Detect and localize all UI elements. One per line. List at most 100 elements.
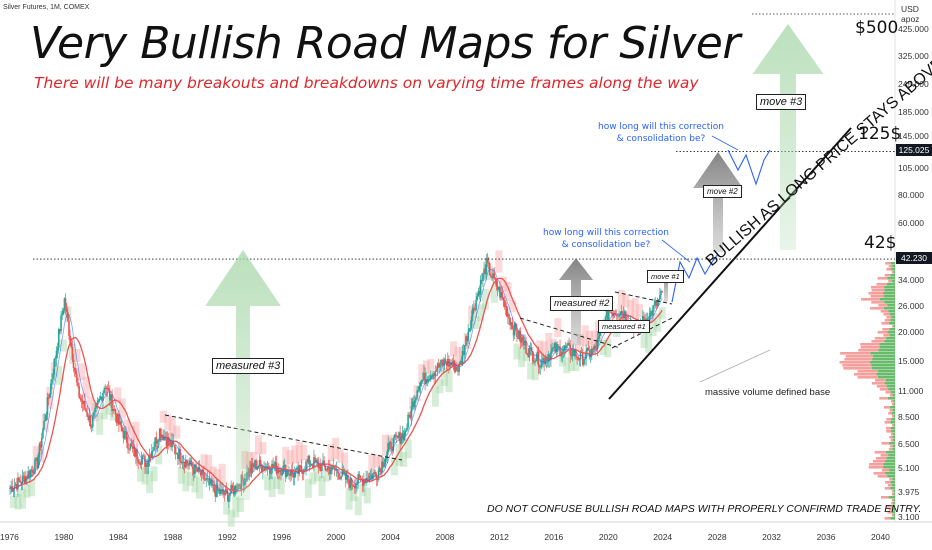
candle-body	[325, 469, 328, 471]
cloud-segment	[622, 294, 630, 308]
volume-profile-bar-buy	[891, 484, 895, 487]
candle-body	[18, 477, 20, 481]
cloud-segment	[440, 367, 448, 386]
candle-body	[131, 445, 134, 449]
candle-body	[381, 461, 383, 473]
volume-profile-bar-buy	[892, 508, 895, 511]
candle-body	[224, 489, 227, 495]
candle-body	[292, 473, 295, 478]
candle-body	[551, 348, 553, 352]
candle-body	[564, 345, 567, 349]
volume-profile-bar-buy	[890, 517, 895, 520]
x-tick-label: 1976	[0, 532, 19, 542]
cloud-segment	[55, 365, 63, 385]
candle-body	[228, 495, 230, 502]
cloud-segment	[78, 363, 86, 381]
cloud-segment	[295, 441, 303, 464]
candle-body	[372, 473, 374, 480]
candle-body	[175, 453, 178, 455]
move-3-arrow	[752, 24, 824, 250]
candle-body	[376, 478, 379, 480]
candle-body	[351, 485, 354, 487]
candle-body	[204, 479, 206, 481]
volume-profile-bar-buy	[870, 361, 895, 364]
candle-body	[510, 322, 513, 326]
candle-body	[487, 262, 490, 264]
candle-body	[467, 331, 469, 342]
cloud-segment	[164, 414, 172, 431]
y-tick-label: 105.000	[898, 162, 929, 173]
candle-body	[502, 297, 505, 301]
cloud-segment	[141, 466, 149, 485]
candle-body	[154, 437, 156, 447]
x-tick-label: 2016	[544, 532, 564, 542]
candle-body	[70, 342, 73, 347]
volume-profile-bar-buy	[870, 352, 895, 355]
candle-body	[42, 429, 44, 438]
candle-body	[43, 421, 45, 430]
y-tick-label: 11.000	[898, 386, 924, 397]
candle-body	[316, 459, 319, 462]
candle-body	[568, 342, 570, 345]
candle-body	[74, 370, 77, 375]
cloud-segment	[563, 357, 571, 374]
disclaimer: DO NOT CONFUSE BULLISH ROAD MAPS WITH PR…	[487, 503, 922, 515]
candle-body	[46, 397, 49, 415]
candle-body	[339, 478, 341, 480]
volume-profile-bar-sell	[869, 463, 884, 466]
candle-body	[135, 449, 137, 457]
downtrend-line	[164, 414, 403, 461]
volume-profile-bar-buy	[889, 334, 895, 337]
volume-profile-bar-buy	[893, 433, 895, 436]
triangle-upper-line	[519, 317, 621, 349]
volume-profile-bar-buy	[888, 442, 895, 445]
candle-body	[378, 468, 381, 471]
candle-body	[436, 363, 439, 372]
cloud-segment	[427, 358, 435, 376]
y-tick-label: 3.975	[898, 487, 920, 498]
candle-body	[395, 436, 398, 438]
volume-profile-bar-sell	[839, 361, 871, 364]
volume-profile-bar-sell	[857, 370, 879, 373]
candle-body	[150, 451, 153, 459]
candle-body	[259, 460, 262, 465]
candle-body	[336, 469, 339, 474]
volume-profile-bar-sell	[853, 373, 877, 376]
candle-body	[183, 461, 186, 468]
volume-profile-bar-sell	[860, 346, 880, 349]
y-tick-label: 425.000	[898, 24, 929, 35]
candle-body	[496, 287, 499, 290]
volume-profile-bar-buy	[892, 436, 895, 439]
moving-average-fast	[9, 268, 663, 495]
candle-body	[307, 456, 310, 463]
volume-profile-bar-buy	[889, 313, 895, 316]
candle-body	[309, 463, 312, 465]
candle-body	[515, 323, 517, 331]
cloud-segment	[567, 350, 575, 371]
y-tick-label: 245.000	[898, 78, 929, 89]
candle-body	[47, 397, 50, 399]
volume-profile-bar-sell	[881, 496, 889, 499]
candle-body	[60, 315, 62, 332]
candle-body	[576, 356, 578, 358]
candle-body	[443, 359, 446, 366]
volume-profile-bar-sell	[877, 475, 888, 478]
candle-body	[251, 463, 254, 467]
cloud-segment	[313, 465, 321, 482]
candle-body	[508, 314, 510, 319]
candle-body	[611, 312, 614, 317]
candle-body	[444, 359, 447, 363]
candle-body	[20, 482, 23, 484]
ticker-label: Silver Futures, 1M, COMEX	[3, 4, 90, 11]
candle-body	[352, 485, 355, 487]
candle-body	[221, 489, 223, 491]
volume-profile-bar-sell	[880, 310, 889, 313]
candle-body	[608, 311, 610, 320]
cloud-segment	[531, 359, 539, 381]
volume-profile-bar-buy	[878, 376, 895, 379]
y-tick-label: 3.100	[898, 512, 920, 522]
candle-body	[256, 467, 259, 470]
volume-profile-bar-sell	[874, 379, 886, 382]
candle-body	[532, 351, 534, 362]
y-tick-label: 80.000	[898, 189, 924, 200]
